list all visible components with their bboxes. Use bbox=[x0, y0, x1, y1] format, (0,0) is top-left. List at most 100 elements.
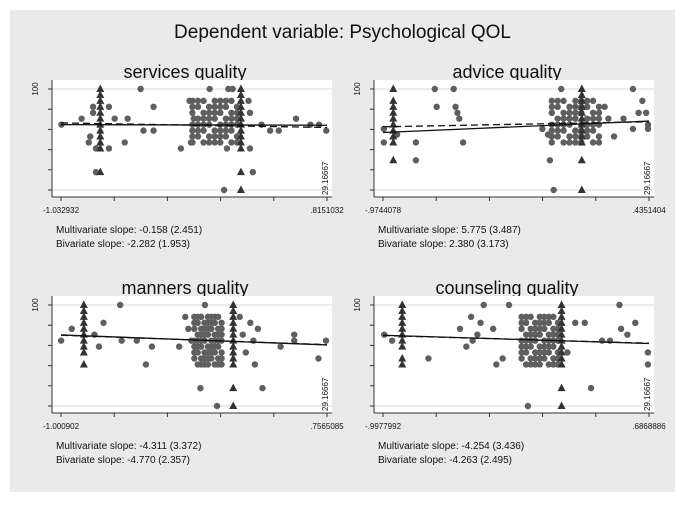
data-point bbox=[560, 139, 567, 146]
data-point bbox=[452, 103, 459, 111]
data-point bbox=[218, 349, 225, 356]
data-point bbox=[527, 337, 534, 344]
data-point bbox=[536, 319, 543, 327]
data-point bbox=[545, 349, 553, 356]
data-point bbox=[142, 361, 150, 368]
data-point bbox=[186, 97, 193, 105]
data-point bbox=[632, 319, 639, 327]
data-point bbox=[541, 355, 548, 362]
data-point bbox=[605, 115, 612, 122]
data-point bbox=[456, 115, 463, 122]
data-point bbox=[246, 109, 254, 117]
data-point bbox=[433, 103, 440, 111]
y-tick-label-top: 100 bbox=[353, 298, 362, 312]
plot-area bbox=[374, 296, 654, 413]
panel-advice-quality: advice quality 100 29.16667 -.9744078 .43514… bbox=[353, 62, 666, 250]
data-point bbox=[583, 115, 591, 122]
data-point bbox=[254, 325, 262, 333]
data-point-triangle bbox=[398, 300, 407, 308]
x-tick-label-min: -.9977992 bbox=[365, 422, 402, 431]
data-point bbox=[140, 127, 147, 134]
data-point bbox=[489, 325, 497, 333]
data-point bbox=[532, 319, 539, 327]
data-point bbox=[191, 355, 198, 362]
data-point bbox=[211, 97, 218, 105]
data-point bbox=[100, 319, 107, 327]
data-point bbox=[572, 103, 579, 111]
data-point bbox=[518, 325, 525, 333]
data-point bbox=[546, 157, 554, 164]
data-point-triangle bbox=[229, 324, 238, 332]
data-point bbox=[218, 319, 225, 327]
data-point bbox=[560, 109, 567, 117]
data-point bbox=[251, 361, 259, 368]
data-point bbox=[204, 361, 212, 368]
data-point bbox=[558, 85, 565, 93]
data-point bbox=[388, 337, 396, 344]
data-point bbox=[536, 355, 543, 362]
data-point bbox=[601, 103, 608, 111]
data-point bbox=[150, 103, 157, 111]
data-point-triangle bbox=[389, 137, 398, 146]
data-point bbox=[116, 301, 124, 309]
x-tick-label-max: .7565085 bbox=[310, 422, 344, 431]
data-point bbox=[291, 337, 298, 344]
data-point-triangle bbox=[229, 353, 238, 362]
data-point bbox=[189, 133, 196, 140]
data-point-triangle bbox=[229, 359, 238, 368]
data-point-triangle bbox=[79, 312, 88, 320]
data-point bbox=[587, 384, 595, 392]
data-point-triangle bbox=[577, 90, 586, 98]
x-tick-label-max: .8151032 bbox=[310, 206, 344, 215]
data-point-triangle bbox=[79, 300, 88, 308]
data-point bbox=[548, 109, 555, 117]
data-point bbox=[589, 109, 597, 117]
data-point bbox=[121, 139, 128, 146]
data-point-triangle bbox=[398, 306, 407, 314]
data-point-triangle bbox=[236, 126, 245, 134]
data-point-triangle bbox=[389, 120, 398, 128]
data-point-triangle bbox=[229, 383, 238, 392]
data-point-triangle bbox=[577, 131, 586, 140]
data-point-triangle bbox=[389, 102, 398, 110]
data-point-triangle bbox=[577, 96, 586, 104]
data-point bbox=[205, 103, 213, 111]
data-point-triangle bbox=[236, 108, 245, 116]
fit-line-multivariate bbox=[60, 123, 328, 126]
data-point-triangle bbox=[236, 137, 245, 146]
y-tick-label-bottom: 29.16667 bbox=[643, 161, 652, 195]
data-point-triangle bbox=[236, 102, 245, 110]
data-point bbox=[505, 301, 513, 309]
data-point bbox=[566, 115, 573, 122]
data-point-triangle bbox=[229, 401, 238, 409]
data-point bbox=[493, 361, 500, 368]
data-point bbox=[200, 97, 207, 105]
data-point bbox=[189, 127, 196, 134]
main-title: Dependent variable: Psychological QOL bbox=[174, 22, 511, 43]
data-point bbox=[228, 127, 235, 134]
data-point bbox=[572, 97, 579, 105]
data-point bbox=[197, 313, 205, 321]
data-point bbox=[412, 139, 420, 146]
panel-title: advice quality bbox=[452, 62, 561, 82]
data-point-triangle bbox=[229, 318, 238, 326]
data-point bbox=[583, 133, 591, 140]
x-tick-label-min: -1.032932 bbox=[43, 206, 80, 215]
y-tick-label-bottom: 29.16667 bbox=[321, 377, 330, 411]
data-point bbox=[554, 97, 561, 105]
bivariate-slope: Bivariate slope: 2.380 (3.173) bbox=[378, 239, 509, 250]
data-point bbox=[211, 103, 218, 111]
data-point bbox=[137, 85, 144, 93]
data-point bbox=[105, 103, 113, 111]
data-point bbox=[133, 337, 141, 344]
data-point bbox=[292, 115, 300, 122]
data-point bbox=[222, 97, 230, 105]
data-point-triangle bbox=[79, 318, 88, 326]
data-point bbox=[550, 325, 557, 333]
data-point bbox=[598, 337, 606, 344]
data-point bbox=[205, 133, 213, 140]
data-point bbox=[572, 319, 579, 327]
data-point-triangle bbox=[557, 324, 566, 332]
data-point bbox=[644, 125, 652, 133]
data-point bbox=[583, 127, 591, 134]
